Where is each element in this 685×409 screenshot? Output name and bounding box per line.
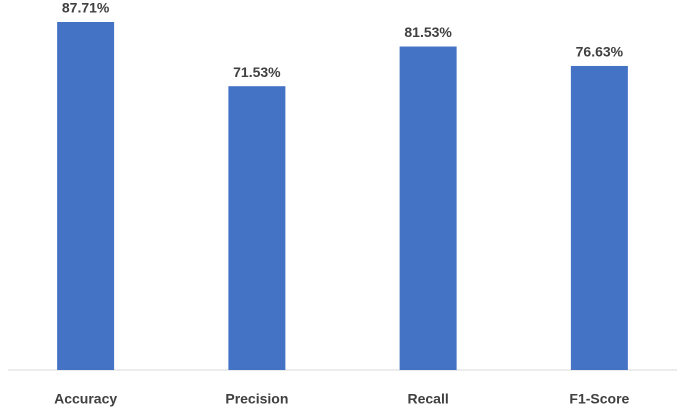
x-tick-label: Recall [408,391,449,407]
x-tick-label: Accuracy [54,391,117,407]
bar [399,46,457,370]
value-label: 81.53% [404,24,452,40]
bar [570,65,628,370]
value-label: 76.63% [576,44,624,60]
bar [57,22,115,370]
bar [228,86,286,370]
value-label: 71.53% [233,64,281,80]
x-tick-label: F1-Score [569,391,629,407]
x-tick-label: Precision [225,391,288,407]
value-label: 87.71% [62,0,110,16]
